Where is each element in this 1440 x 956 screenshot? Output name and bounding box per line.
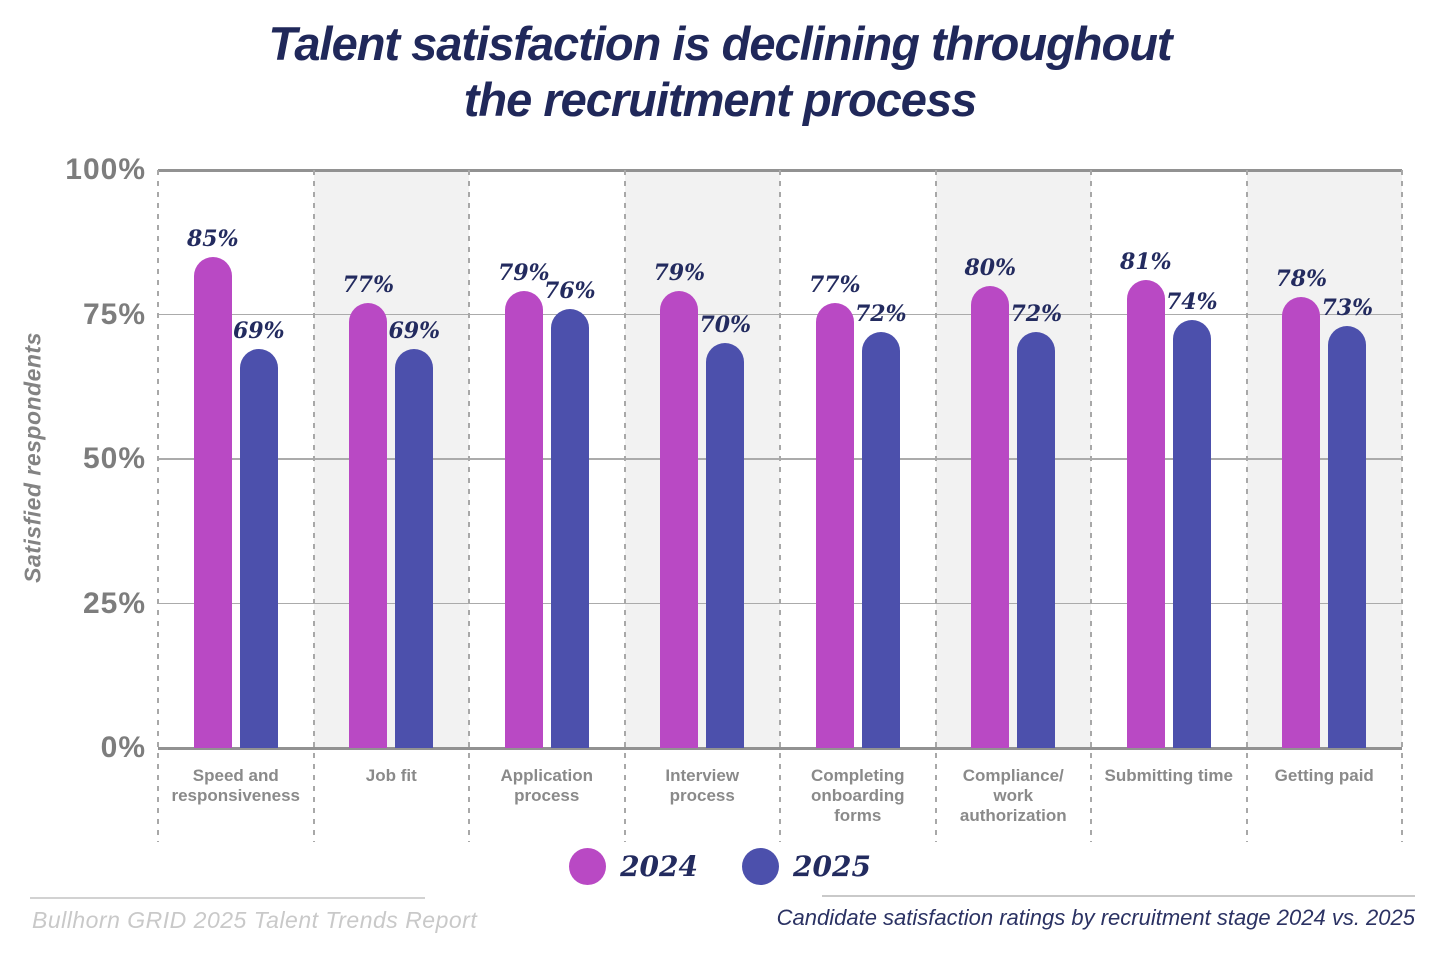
column-separator xyxy=(623,170,626,842)
category-label: Application process xyxy=(500,766,594,805)
column-separator xyxy=(934,170,937,842)
y-tick-label: 50% xyxy=(82,442,146,475)
bar-2025-6 xyxy=(1017,331,1056,748)
bar-value-label: 70% xyxy=(699,312,752,339)
y-tick-label: 100% xyxy=(65,153,146,186)
bar-2024-3 xyxy=(504,291,543,748)
bar-value-label: 79% xyxy=(497,260,550,287)
legend-label-2024: 2024 xyxy=(620,850,698,883)
legend: 2024 2025 xyxy=(0,848,1440,885)
bar-2025-4 xyxy=(706,343,745,748)
bar-value-label: 81% xyxy=(1119,248,1172,275)
y-tick-label: 25% xyxy=(82,586,146,620)
bar-value-label: 72% xyxy=(854,300,907,327)
bar-2024-1 xyxy=(193,256,232,748)
legend-item-2024: 2024 xyxy=(569,848,698,885)
legend-item-2025: 2025 xyxy=(742,848,871,885)
bar-2024-7 xyxy=(1126,279,1165,748)
category-label: Getting paid xyxy=(1274,766,1374,785)
category-label: Compliance/ work authorization xyxy=(959,766,1067,825)
plot-area: 85% 77% 79% 79% 77% 80% 81% 78% 69% 69% 76% 70% 72% 7… xyxy=(157,169,1403,846)
bar-value-label: 85% xyxy=(186,225,239,252)
column-separator xyxy=(1401,170,1403,842)
category-label: Submitting time xyxy=(1104,766,1233,785)
source-text: Bullhorn GRID 2025 Talent Trends Report xyxy=(32,907,478,933)
bar-value-label: 76% xyxy=(543,277,596,304)
category-label: Interview process xyxy=(665,766,740,805)
legend-label-2025: 2025 xyxy=(793,850,871,883)
bar-2024-2 xyxy=(349,302,388,748)
bar-2024-5 xyxy=(815,302,854,748)
caption-text: Candidate satisfaction ratings by recrui… xyxy=(776,905,1415,930)
y-tick-label: 75% xyxy=(82,297,146,331)
bar-value-label: 77% xyxy=(342,271,395,298)
bar-value-label: 80% xyxy=(964,254,1017,281)
chart-title: Talent satisfaction is declining through… xyxy=(0,16,1440,128)
caption-divider-line xyxy=(822,895,1415,897)
category-label: Speed and responsiveness xyxy=(171,766,300,805)
y-tick-label: 0% xyxy=(100,731,146,764)
column-separator xyxy=(1245,170,1248,842)
column-separator xyxy=(157,170,159,842)
column-separator xyxy=(1090,170,1092,842)
category-label: Job fit xyxy=(365,766,417,785)
source-divider-line xyxy=(30,897,425,899)
bar-2025-7 xyxy=(1172,320,1211,748)
bar-2024-4 xyxy=(660,291,699,748)
chart-title-line1: Talent satisfaction is declining through… xyxy=(268,17,1172,70)
bar-value-label: 79% xyxy=(653,260,706,287)
legend-swatch-2025 xyxy=(742,848,779,885)
category-label: Completing onboarding forms xyxy=(811,766,905,825)
column-separator xyxy=(779,170,781,842)
bar-2025-3 xyxy=(550,308,589,748)
bar-2025-1 xyxy=(239,349,278,748)
bar-2024-8 xyxy=(1282,297,1321,748)
chart-title-line2: the recruitment process xyxy=(463,73,977,126)
legend-swatch-2024 xyxy=(569,848,607,885)
bar-value-label: 72% xyxy=(1010,300,1063,327)
bar-2024-6 xyxy=(971,285,1010,748)
bar-value-label: 69% xyxy=(388,318,441,345)
bar-2025-2 xyxy=(395,349,434,748)
bar-value-label: 78% xyxy=(1275,266,1328,293)
column-separator xyxy=(312,170,315,842)
bar-value-label: 74% xyxy=(1165,289,1218,316)
bar-2025-8 xyxy=(1328,326,1367,748)
column-separator xyxy=(468,170,470,842)
bar-value-label: 69% xyxy=(232,318,285,345)
bar-2025-5 xyxy=(861,331,900,748)
bar-value-label: 73% xyxy=(1321,295,1374,322)
bar-value-label: 77% xyxy=(808,271,861,298)
